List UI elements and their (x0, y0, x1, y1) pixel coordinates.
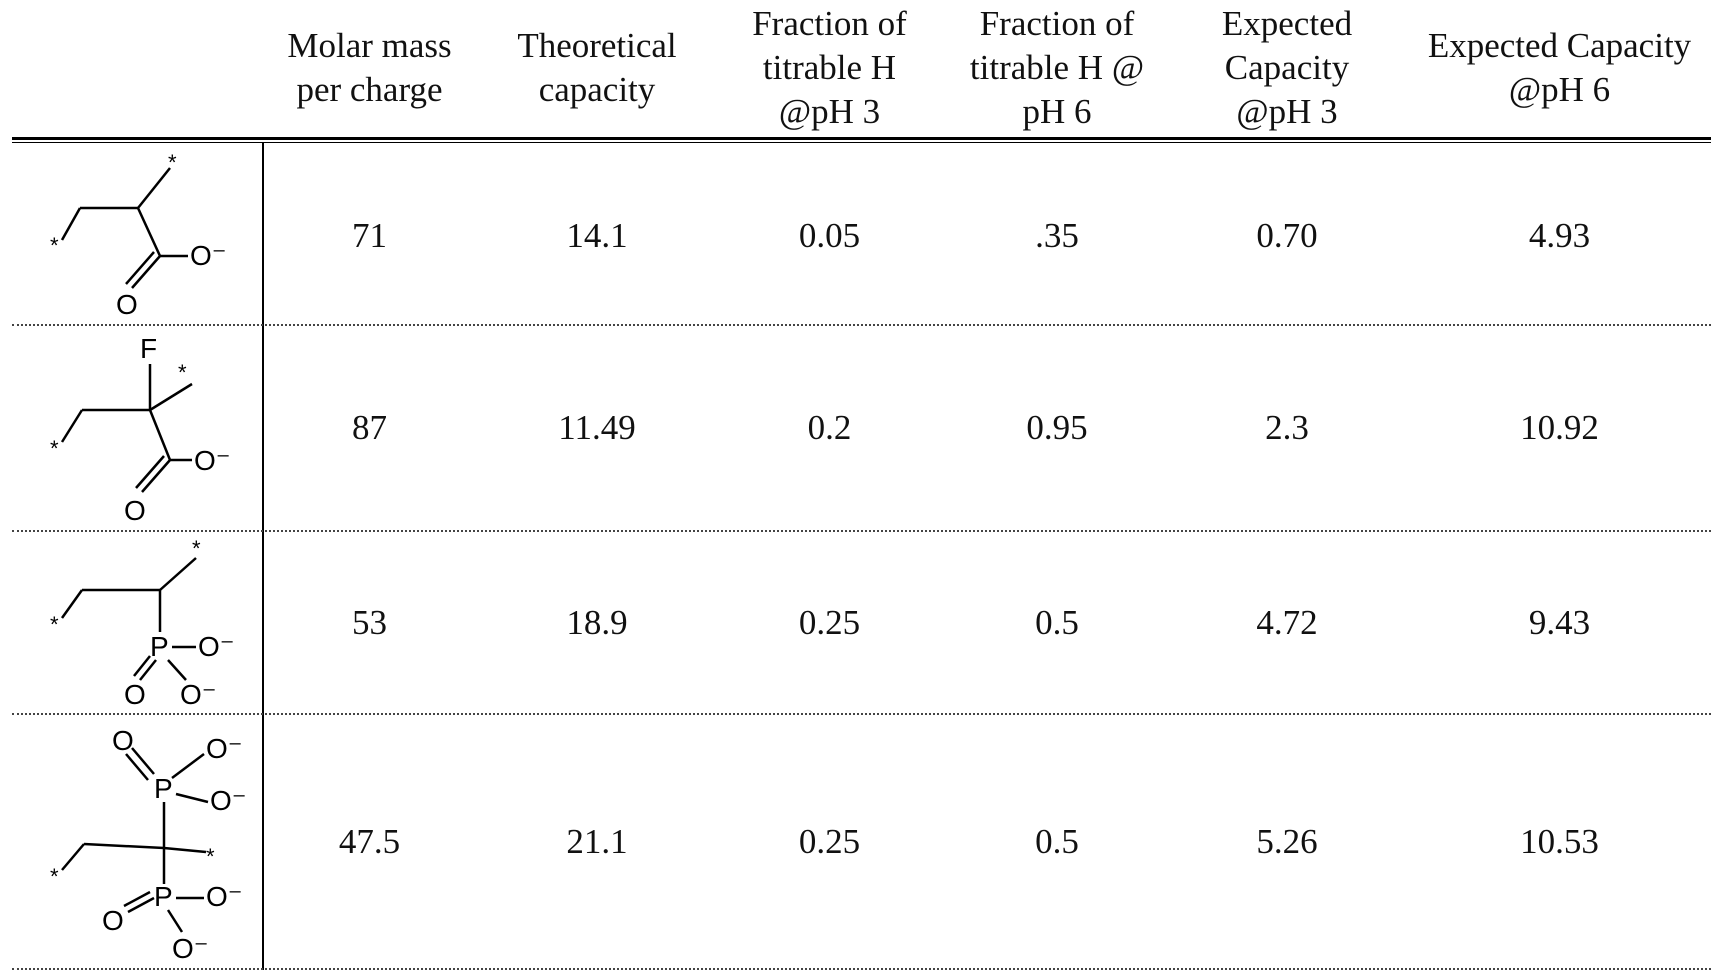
cell-expected-capacity-ph6: 10.53 (1520, 821, 1599, 861)
structure-column-divider (262, 143, 264, 970)
cell-theoretical-capacity: 21.1 (566, 821, 628, 861)
o-minus-label: O⁻ (206, 881, 243, 912)
cell-fraction-ph3: 0.05 (798, 216, 861, 255)
star-label: * (206, 844, 215, 869)
p-label: P (154, 773, 173, 804)
star-label: * (192, 536, 201, 561)
row-separator (12, 713, 1711, 715)
o-label: O (124, 495, 146, 526)
structure-vinylphosphonate: * * P O⁻ O O⁻ (20, 532, 250, 717)
row-separator (12, 530, 1711, 532)
cell-theoretical-capacity: 11.49 (558, 408, 636, 447)
header-molar-mass: Molar mass per charge (287, 26, 452, 109)
star-label: * (50, 864, 59, 889)
cell-fraction-ph6: 0.95 (1026, 408, 1088, 447)
f-label: F (140, 333, 157, 364)
cell-fraction-ph6: .35 (1035, 216, 1079, 255)
header-expected-capacity-ph3: Expected Capacity @pH 3 (1221, 4, 1353, 131)
cell-expected-capacity-ph6: 9.43 (1528, 602, 1591, 642)
o-minus-label: O⁻ (180, 679, 217, 710)
star-label: * (168, 150, 177, 175)
cell-expected-capacity-ph6: 10.92 (1520, 408, 1599, 447)
o-label: O (124, 679, 146, 710)
o-minus-label: O⁻ (206, 733, 243, 764)
o-minus-label: O⁻ (190, 240, 227, 271)
o-label: O (116, 289, 138, 320)
header-fraction-ph6: Fraction of titrable H @ pH 6 (969, 4, 1145, 131)
cell-fraction-ph3: 0.25 (798, 821, 861, 861)
cell-molar-mass: 53 (352, 602, 387, 642)
cell-molar-mass: 87 (352, 408, 387, 447)
structure-acrylate: * * O⁻ O (20, 148, 250, 328)
cell-expected-capacity-ph3: 2.3 (1265, 408, 1309, 447)
cell-molar-mass: 47.5 (338, 821, 401, 861)
cell-theoretical-capacity: 14.1 (566, 216, 628, 255)
header-theoretical-capacity: Theoretical capacity (517, 26, 677, 109)
header-fraction-ph3: Fraction of titrable H @pH 3 (752, 4, 907, 131)
cell-expected-capacity-ph6: 4.93 (1528, 216, 1591, 255)
o-minus-label: O⁻ (194, 445, 231, 476)
p-label: P (150, 631, 169, 662)
row-separator (12, 324, 1711, 326)
structure-fluoroacrylate: F * * O⁻ O (20, 330, 250, 535)
header-expected-capacity-ph6: Expected Capacity @pH 6 (1427, 26, 1692, 109)
header-rule-thin (12, 142, 1711, 143)
cell-fraction-ph3: 0.25 (798, 602, 861, 642)
star-label: * (50, 233, 59, 258)
cell-expected-capacity-ph3: 5.26 (1256, 821, 1318, 861)
cell-fraction-ph6: 0.5 (1035, 821, 1079, 861)
p-label: P (154, 881, 173, 912)
header-rule-thick (12, 137, 1711, 140)
cell-fraction-ph6: 0.5 (1035, 602, 1079, 642)
cell-expected-capacity-ph3: 4.72 (1256, 602, 1318, 642)
row-separator (12, 968, 1711, 970)
structure-vinylidene-bisphosphonate: O O⁻ P O⁻ * * P O⁻ O O⁻ (20, 718, 250, 973)
o-label: O (112, 725, 134, 756)
cell-molar-mass: 71 (352, 216, 387, 255)
star-label: * (50, 436, 59, 461)
o-minus-label: O⁻ (172, 933, 209, 964)
cell-theoretical-capacity: 18.9 (566, 602, 628, 642)
o-label: O (102, 905, 124, 936)
o-minus-label: O⁻ (198, 631, 235, 662)
star-label: * (178, 360, 187, 385)
cell-expected-capacity-ph3: 0.70 (1256, 216, 1318, 255)
star-label: * (50, 612, 59, 637)
o-minus-label: O⁻ (210, 785, 247, 816)
cell-fraction-ph3: 0.2 (807, 408, 852, 447)
